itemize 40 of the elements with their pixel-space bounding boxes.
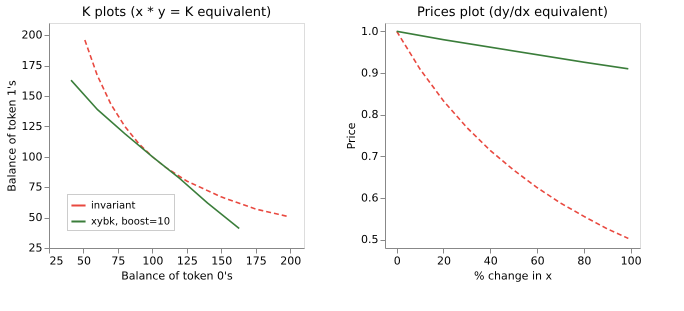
x-tick-label: 100 — [620, 254, 642, 268]
x-tick-label: 80 — [577, 254, 592, 268]
y-tick-label: 75 — [28, 180, 42, 194]
x-tick-label: 100 — [142, 254, 164, 268]
x-tick-label: 20 — [436, 254, 451, 268]
y-tick-label: 100 — [22, 150, 42, 164]
x-tick-label: 125 — [176, 254, 198, 268]
x-tick-label: 0 — [394, 254, 401, 268]
legend-label: invariant — [91, 200, 136, 212]
y-tick-label: 1.0 — [361, 24, 378, 38]
x-tick-label: 25 — [50, 254, 64, 268]
x-tick-label: 150 — [211, 254, 232, 268]
x-axis-title: % change in x — [474, 270, 552, 282]
chart-title: K plots (x * y = K equivalent) — [82, 5, 272, 20]
x-tick-label: 75 — [111, 254, 126, 268]
chart-title: Prices plot (dy/dx equivalent) — [417, 5, 608, 20]
y-tick-label: 0.8 — [361, 108, 378, 122]
line-series — [84, 39, 288, 218]
line-series — [396, 30, 630, 70]
line-series — [396, 30, 630, 240]
x-tick-label: 175 — [246, 254, 267, 268]
y-tick-label: 50 — [28, 211, 42, 224]
line-series — [70, 79, 240, 230]
y-tick-label: 0.9 — [361, 66, 378, 80]
y-axis-title: Price — [345, 122, 358, 150]
y-tick-label: 25 — [28, 242, 42, 254]
x-tick-label: 40 — [484, 254, 498, 268]
y-tick-label: 150 — [22, 89, 42, 102]
x-tick-label: 60 — [530, 254, 545, 268]
x-axis-title: Balance of token 0's — [121, 270, 234, 282]
y-tick-label: 0.5 — [361, 233, 378, 246]
y-tick-label: 0.7 — [361, 150, 378, 163]
x-tick-label: 50 — [76, 254, 91, 268]
x-tick-label: 200 — [280, 254, 302, 268]
y-tick-label: 175 — [22, 59, 42, 72]
y-tick-label: 200 — [22, 28, 42, 42]
y-tick-label: 0.6 — [361, 192, 378, 204]
y-tick-label: 125 — [22, 120, 42, 133]
legend-label: xybk, boost=10 — [91, 216, 170, 228]
y-axis-title: Balance of token 1's — [6, 80, 19, 192]
